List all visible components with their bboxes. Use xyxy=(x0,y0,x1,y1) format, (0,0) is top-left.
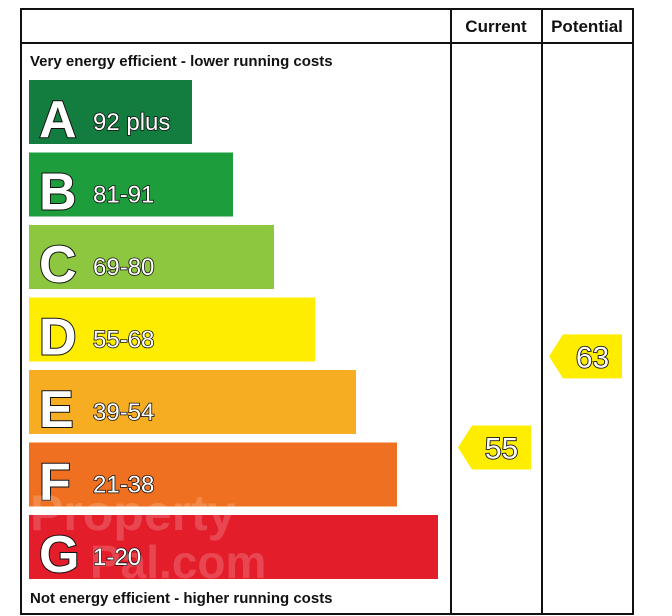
current-rating-value: 55 xyxy=(485,433,518,466)
watermark-line-2: Pal.com xyxy=(90,536,266,588)
band-letter-d: D xyxy=(39,309,77,367)
current-column-header: Current xyxy=(465,17,527,36)
potential-rating-arrow xyxy=(549,334,622,379)
band-bar-g xyxy=(29,515,438,579)
chart-frame xyxy=(20,8,634,615)
band-letter-e: E xyxy=(39,381,74,439)
top-caption: Very energy efficient - lower running co… xyxy=(30,53,333,70)
band-letter-g: G xyxy=(39,526,79,584)
band-range-d: 55-68 xyxy=(93,327,154,354)
rating-arrows: 55 63 xyxy=(458,334,622,470)
band-bar-e xyxy=(29,370,356,434)
watermark-line-1: Property xyxy=(30,485,236,541)
band-bar-c xyxy=(29,225,274,289)
band-letter-c: C xyxy=(39,236,77,294)
bottom-caption: Not energy efficient - higher running co… xyxy=(30,590,333,607)
band-bar-d xyxy=(29,297,315,362)
band-bar-f xyxy=(29,442,397,507)
potential-column-header: Potential xyxy=(551,17,623,36)
band-range-e: 39-54 xyxy=(93,399,154,426)
band-letter-b: B xyxy=(39,164,77,222)
band-range-c: 69-80 xyxy=(93,254,154,281)
potential-rating-value: 63 xyxy=(576,341,609,374)
band-letter-f: F xyxy=(39,454,71,512)
rating-bands: A 92 plus B 81-91 C 69-80 D 55-68 E 39-54 F 21-38 G 1… xyxy=(29,80,438,585)
band-range-a: 92 plus xyxy=(93,109,170,136)
band-letter-a: A xyxy=(39,91,77,149)
current-rating-arrow xyxy=(458,425,531,470)
band-range-f: 21-38 xyxy=(93,472,154,499)
band-bar-b xyxy=(29,152,233,217)
band-bar-a xyxy=(29,80,192,144)
band-range-g: 1-20 xyxy=(93,544,141,571)
band-range-b: 81-91 xyxy=(93,182,154,209)
